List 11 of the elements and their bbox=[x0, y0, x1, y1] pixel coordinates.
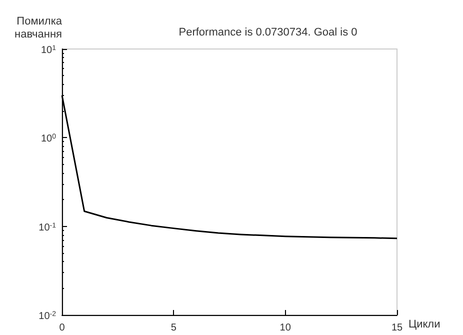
x-tick-label: 5 bbox=[170, 322, 177, 334]
y-tick-label: 10$^{-2}$ bbox=[38, 310, 56, 322]
x-tick-label: 0 bbox=[59, 322, 66, 334]
x-axis-title: Цикли bbox=[408, 318, 440, 330]
y-axis-title: Помилка навчання bbox=[14, 16, 63, 40]
chart-title: Performance is 0.0730734. Goal is 0 bbox=[178, 26, 358, 38]
y-tick-label: 10$^{0}$ bbox=[40, 133, 56, 145]
y-tick-label: 10$^{1}$ bbox=[40, 44, 56, 56]
x-tick-label: 15 bbox=[391, 322, 403, 334]
y-tick-label: 10$^{-1}$ bbox=[38, 222, 56, 234]
x-tick-label: 10 bbox=[280, 322, 292, 334]
